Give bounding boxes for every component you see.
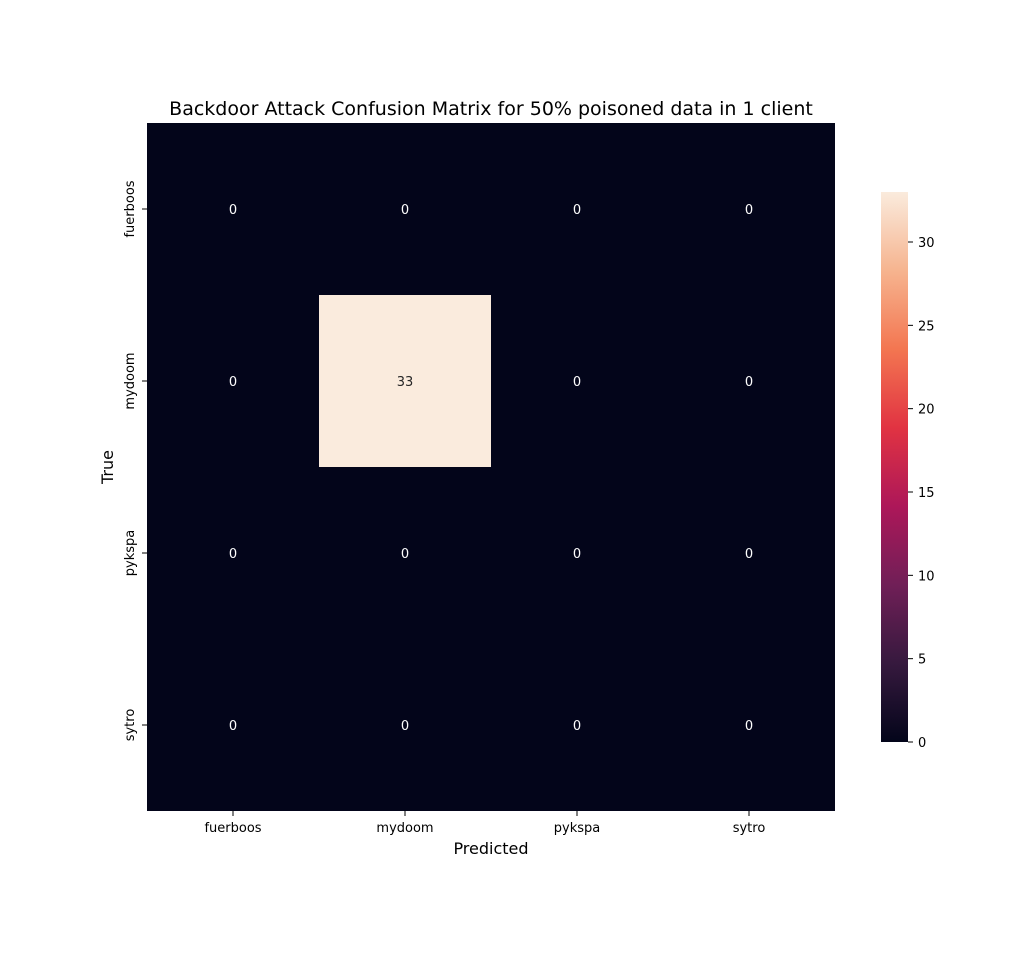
- cell-value-label: 0: [573, 719, 581, 734]
- cell-value-label: 0: [229, 547, 237, 562]
- heatmap-cell: [663, 123, 835, 295]
- colorbar-tick-label: 25: [918, 319, 935, 334]
- cell-value-label: 0: [401, 203, 409, 218]
- heatmap-cell: [147, 639, 319, 811]
- heatmap-cell: [319, 295, 491, 467]
- heatmap-cell: [147, 123, 319, 295]
- heatmap-cell: [147, 295, 319, 467]
- x-tick-label: fuerboos: [204, 821, 261, 836]
- heatmap-cell: [491, 639, 663, 811]
- heatmap-cell: [663, 467, 835, 639]
- cell-annotations: 0 0 0 0 0 33 0 0 0 0 0 0 0 0 0 0: [229, 203, 753, 734]
- cell-value-label: 0: [745, 375, 753, 390]
- y-tick-label: fuerboos: [123, 180, 138, 237]
- y-axis: fuerboos mydoom pykspa sytro: [123, 180, 147, 741]
- x-axis: fuerboos mydoom pykspa sytro: [204, 811, 765, 836]
- cell-value-label: 0: [745, 203, 753, 218]
- y-axis-label: True: [98, 450, 117, 485]
- x-tick-label: mydoom: [376, 821, 433, 836]
- chart-title: Backdoor Attack Confusion Matrix for 50%…: [169, 98, 813, 120]
- colorbar-tick-label: 0: [918, 736, 926, 751]
- heatmap-cell: [491, 123, 663, 295]
- cell-value-label: 0: [401, 719, 409, 734]
- heatmap-cell: [663, 639, 835, 811]
- cell-value-label: 0: [573, 375, 581, 390]
- heatmap-cell: [663, 295, 835, 467]
- cell-value-label: 0: [401, 547, 409, 562]
- y-tick-label: pykspa: [123, 530, 138, 576]
- heatmap-cell: [319, 639, 491, 811]
- colorbar: 0 5 10 15 20 25 30: [881, 192, 935, 751]
- cell-value-label: 0: [229, 203, 237, 218]
- cell-value-label: 0: [229, 375, 237, 390]
- y-tick-label: sytro: [123, 709, 138, 742]
- cell-value-label: 0: [573, 203, 581, 218]
- x-axis-label: Predicted: [453, 839, 528, 858]
- x-tick-label: pykspa: [554, 821, 600, 836]
- heatmap-cell: [491, 295, 663, 467]
- x-tick-label: sytro: [733, 821, 766, 836]
- y-tick-label: mydoom: [123, 352, 138, 409]
- colorbar-tick-label: 20: [918, 403, 935, 418]
- colorbar-gradient: [881, 192, 908, 742]
- heatmap-cell: [319, 467, 491, 639]
- colorbar-tick-label: 5: [918, 653, 926, 668]
- heatmap-cell: [491, 467, 663, 639]
- cell-value-label: 0: [573, 547, 581, 562]
- cell-value-label: 0: [229, 719, 237, 734]
- colorbar-tick-label: 30: [918, 236, 935, 251]
- cell-value-label: 0: [745, 547, 753, 562]
- cell-value-label: 0: [745, 719, 753, 734]
- cell-value-label: 33: [397, 375, 414, 390]
- colorbar-tick-label: 10: [918, 569, 935, 584]
- colorbar-tick-label: 15: [918, 486, 935, 501]
- heatmap-cell: [147, 467, 319, 639]
- heatmap-cells: [147, 123, 835, 811]
- heatmap-cell: [319, 123, 491, 295]
